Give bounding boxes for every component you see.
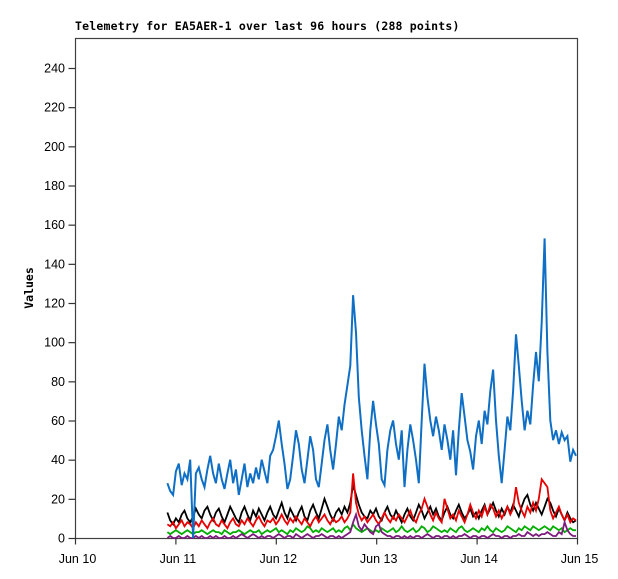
y-tick-label: 40	[51, 453, 65, 467]
y-tick-label: 180	[44, 179, 65, 193]
x-tick-label: Jun 13	[360, 552, 398, 566]
plot-border	[74, 37, 579, 540]
x-tick-label: Jun 14	[460, 552, 498, 566]
x-tick-label: Jun 15	[561, 552, 599, 566]
y-tick-label: 120	[44, 297, 65, 311]
y-tick-label: 160	[44, 218, 65, 232]
y-tick-label: 20	[51, 492, 65, 506]
y-tick-label: 220	[44, 101, 65, 115]
x-tick-label: Jun 12	[260, 552, 298, 566]
series-red-line	[166, 473, 577, 530]
series-green-line	[166, 522, 576, 536]
y-tick-label: 100	[44, 336, 65, 350]
y-tick-label: 240	[44, 62, 65, 76]
x-tick-label: Jun 10	[59, 552, 97, 566]
y-tick-label: 80	[51, 375, 65, 389]
y-tick-label: 140	[44, 257, 65, 271]
y-tick-label: 200	[44, 140, 65, 154]
x-tick-label: Jun 11	[160, 552, 197, 566]
y-tick-label: 60	[51, 414, 65, 428]
page-title: Telemetry for EA5AER-1 over last 96 hour…	[75, 19, 460, 33]
series-purple-line	[166, 511, 576, 540]
y-tick-label: 0	[58, 532, 65, 546]
series-blue-line	[166, 238, 577, 539]
